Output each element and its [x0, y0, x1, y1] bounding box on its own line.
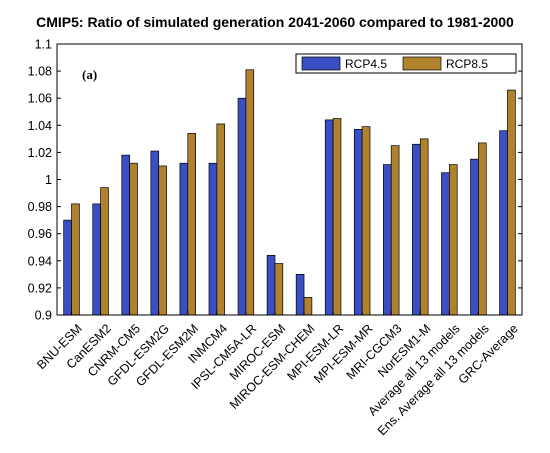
bar-rcp8-5-miroc-esm: [274, 263, 284, 316]
bar-rcp8-5-grc-average: [507, 89, 516, 316]
bar-rcp8-5-ens-average-all-13-models: [478, 142, 487, 316]
bar-rcp8-5-miroc-esm-chem: [303, 297, 313, 316]
bars-layer: [63, 69, 516, 316]
y-tick-label: 1.02: [28, 146, 52, 160]
y-tick-label: 0.94: [28, 254, 52, 268]
legend-label-rcp45: RCP4.5: [345, 57, 387, 71]
y-tick-label: 0.96: [28, 227, 52, 241]
y-tick-label: 0.98: [28, 200, 52, 214]
y-tick-label: 1.08: [28, 65, 52, 79]
bar-rcp8-5-gfdl-esm2m: [187, 133, 196, 316]
y-tick-label: 1.04: [28, 119, 52, 133]
bar-rcp8-5-noresm1-m: [419, 138, 429, 316]
bar-rcp4-5-grc-average: [499, 130, 508, 316]
bar-rcp4-5-mpi-esm-mr: [353, 129, 363, 316]
y-tick-label: 0.92: [28, 281, 52, 295]
bar-rcp8-5-mri-cgcm3: [390, 145, 400, 316]
legend: RCP4.5 RCP8.5: [295, 53, 517, 74]
bar-rcp8-5-gfdl-esm2g: [158, 165, 167, 316]
bar-rcp4-5-bnu-esm: [63, 219, 72, 316]
y-tick-label: 1.1: [35, 38, 52, 52]
panel-label: (a): [82, 67, 97, 82]
bar-rcp8-5-ipsl-cm5a-lr: [245, 69, 255, 316]
bar-rcp4-5-ens-average-all-13-models: [470, 158, 479, 316]
bar-rcp4-5-miroc-esm-chem: [295, 274, 305, 316]
y-axis: 0.9 0.92 0.94 0.96 0.98 1 1.02 1.04 1.06 1.08 1.1: [28, 38, 522, 323]
y-tick-label: 0.9: [35, 309, 52, 323]
bar-rcp8-5-canesm2: [100, 187, 109, 316]
y-tick-label: 1: [45, 173, 52, 187]
legend-swatch-rcp85: [402, 56, 442, 71]
legend-swatch-rcp45: [301, 56, 341, 71]
x-axis: BNU-ESMCanESM2CNRM-CM5GFDL-ESM2GGFDL-ESM…: [34, 311, 521, 438]
chart-title: CMIP5: Ratio of simulated generation 204…: [36, 14, 514, 30]
bar-rcp4-5-ipsl-cm5a-lr: [237, 97, 247, 316]
bar-rcp4-5-canesm2: [92, 203, 101, 316]
bar-rcp8-5-inmcm4: [216, 123, 226, 316]
bar-rcp8-5-average-all-13-models: [448, 164, 458, 316]
bar-rcp4-5-average-all-13-models: [441, 172, 450, 316]
bar-rcp4-5-gfdl-esm2m: [179, 162, 189, 316]
bar-rcp4-5-mpi-esm-lr: [324, 119, 334, 316]
bar-rcp4-5-mri-cgcm3: [383, 164, 392, 316]
bar-rcp4-5-cnrm-cm5: [121, 154, 131, 316]
y-tick-label: 1.06: [28, 92, 52, 106]
bar-rcp4-5-inmcm4: [208, 162, 218, 316]
legend-label-rcp85: RCP8.5: [446, 57, 488, 71]
bar-rcp8-5-bnu-esm: [71, 203, 80, 316]
bar-rcp8-5-mpi-esm-lr: [332, 118, 342, 316]
bar-rcp4-5-noresm1-m: [412, 143, 421, 316]
bar-rcp8-5-mpi-esm-mr: [361, 126, 371, 316]
bar-rcp4-5-gfdl-esm2g: [150, 150, 160, 316]
bar-rcp8-5-cnrm-cm5: [129, 162, 138, 316]
bar-rcp4-5-miroc-esm: [266, 255, 276, 316]
